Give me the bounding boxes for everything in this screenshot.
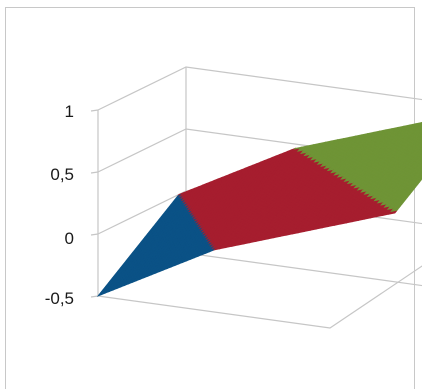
surface-cell <box>387 210 398 215</box>
z-tick-1 <box>90 233 99 236</box>
floor-edge <box>97 265 422 329</box>
z-tick-0 <box>90 295 99 298</box>
tick-label-minus-0-5: -0,5 <box>45 289 74 308</box>
surface-area <box>96 122 422 297</box>
z-axis-tick-labels: 1 0,5 0 -0,5 <box>45 102 74 308</box>
tick-label-0-5: 0,5 <box>50 165 74 184</box>
gridline-level-3 <box>97 66 422 111</box>
z-tick-2 <box>90 171 99 174</box>
tick-label-0: 0 <box>65 229 74 248</box>
z-tick-3 <box>90 109 99 112</box>
tick-label-1: 1 <box>65 102 74 121</box>
